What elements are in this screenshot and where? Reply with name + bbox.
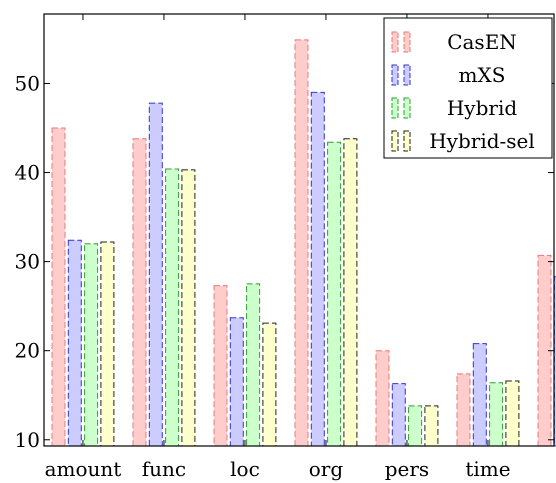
legend-box [383,17,553,159]
bar-hybrid-sel-org [343,138,358,447]
bar-mxs-pers [391,383,406,447]
bar-hybrid-sel-loc [262,322,277,447]
legend-swatch-casen-b [403,31,411,53]
bar-casen-loc [213,285,228,447]
x-tick-label-org: org [309,457,344,481]
bar-hybrid-sel-amount [100,241,115,447]
bar-casen-pers [375,350,390,447]
y-tick-label: 40 [15,161,40,185]
bar-hybrid-sel-pers [424,405,439,447]
y-tick-label: 10 [15,428,40,452]
plot-frame [43,13,555,447]
legend-swatch-mxs-b [403,64,411,86]
legend-label-hybrid-sel: Hybrid-sel [429,129,535,153]
bar-hybrid-loc [246,283,261,447]
legend-label-hybrid: Hybrid [447,96,518,120]
legend-swatch-hybrid-a [391,97,399,119]
bar-mxs-func [148,102,163,447]
bar-casen-org [294,39,309,447]
legend-label-mxs: mXS [459,63,506,87]
bar-mxs-amount [67,239,82,447]
bar-hybrid-func [165,168,180,447]
legend-swatch-hybrid-b [403,97,411,119]
ticks-layer: 1020304050amountfunclocorgperstimeall [15,14,554,481]
legend-label-casen: CasEN [447,30,517,54]
bar-hybrid-amount [84,243,99,447]
bar-hybrid-sel-func [181,169,196,447]
bar-casen-time [456,373,471,447]
y-tick-label: 50 [15,71,40,95]
y-tick-label: 20 [15,339,40,363]
legend-swatch-hybrid-sel-b [403,130,411,152]
bar-mxs-org [310,91,325,447]
legend-swatch-mxs-a [391,64,399,86]
x-tick-label-amount: amount [45,457,122,481]
y-tick-label: 30 [15,250,40,274]
x-tick-label-pers: pers [385,457,429,481]
bar-casen-func [132,138,147,447]
legend-swatch-casen-a [391,31,399,53]
bars-layer [51,39,556,447]
bar-casen-amount [51,127,66,447]
bar-hybrid-time [489,382,504,447]
x-tick-label-func: func [142,457,186,481]
legend: CasEN mXS Hybrid Hybrid-sel [383,17,553,159]
legend-swatch-hybrid-sel-a [391,130,399,152]
bar-hybrid-pers [408,405,423,447]
bar-mxs-time [472,343,487,447]
x-tick-label-loc: loc [230,457,260,481]
bar-hybrid-sel-time [505,380,520,447]
x-tick-label-time: time [465,457,510,481]
bar-hybrid-org [327,141,342,447]
bar-mxs-loc [229,317,244,447]
